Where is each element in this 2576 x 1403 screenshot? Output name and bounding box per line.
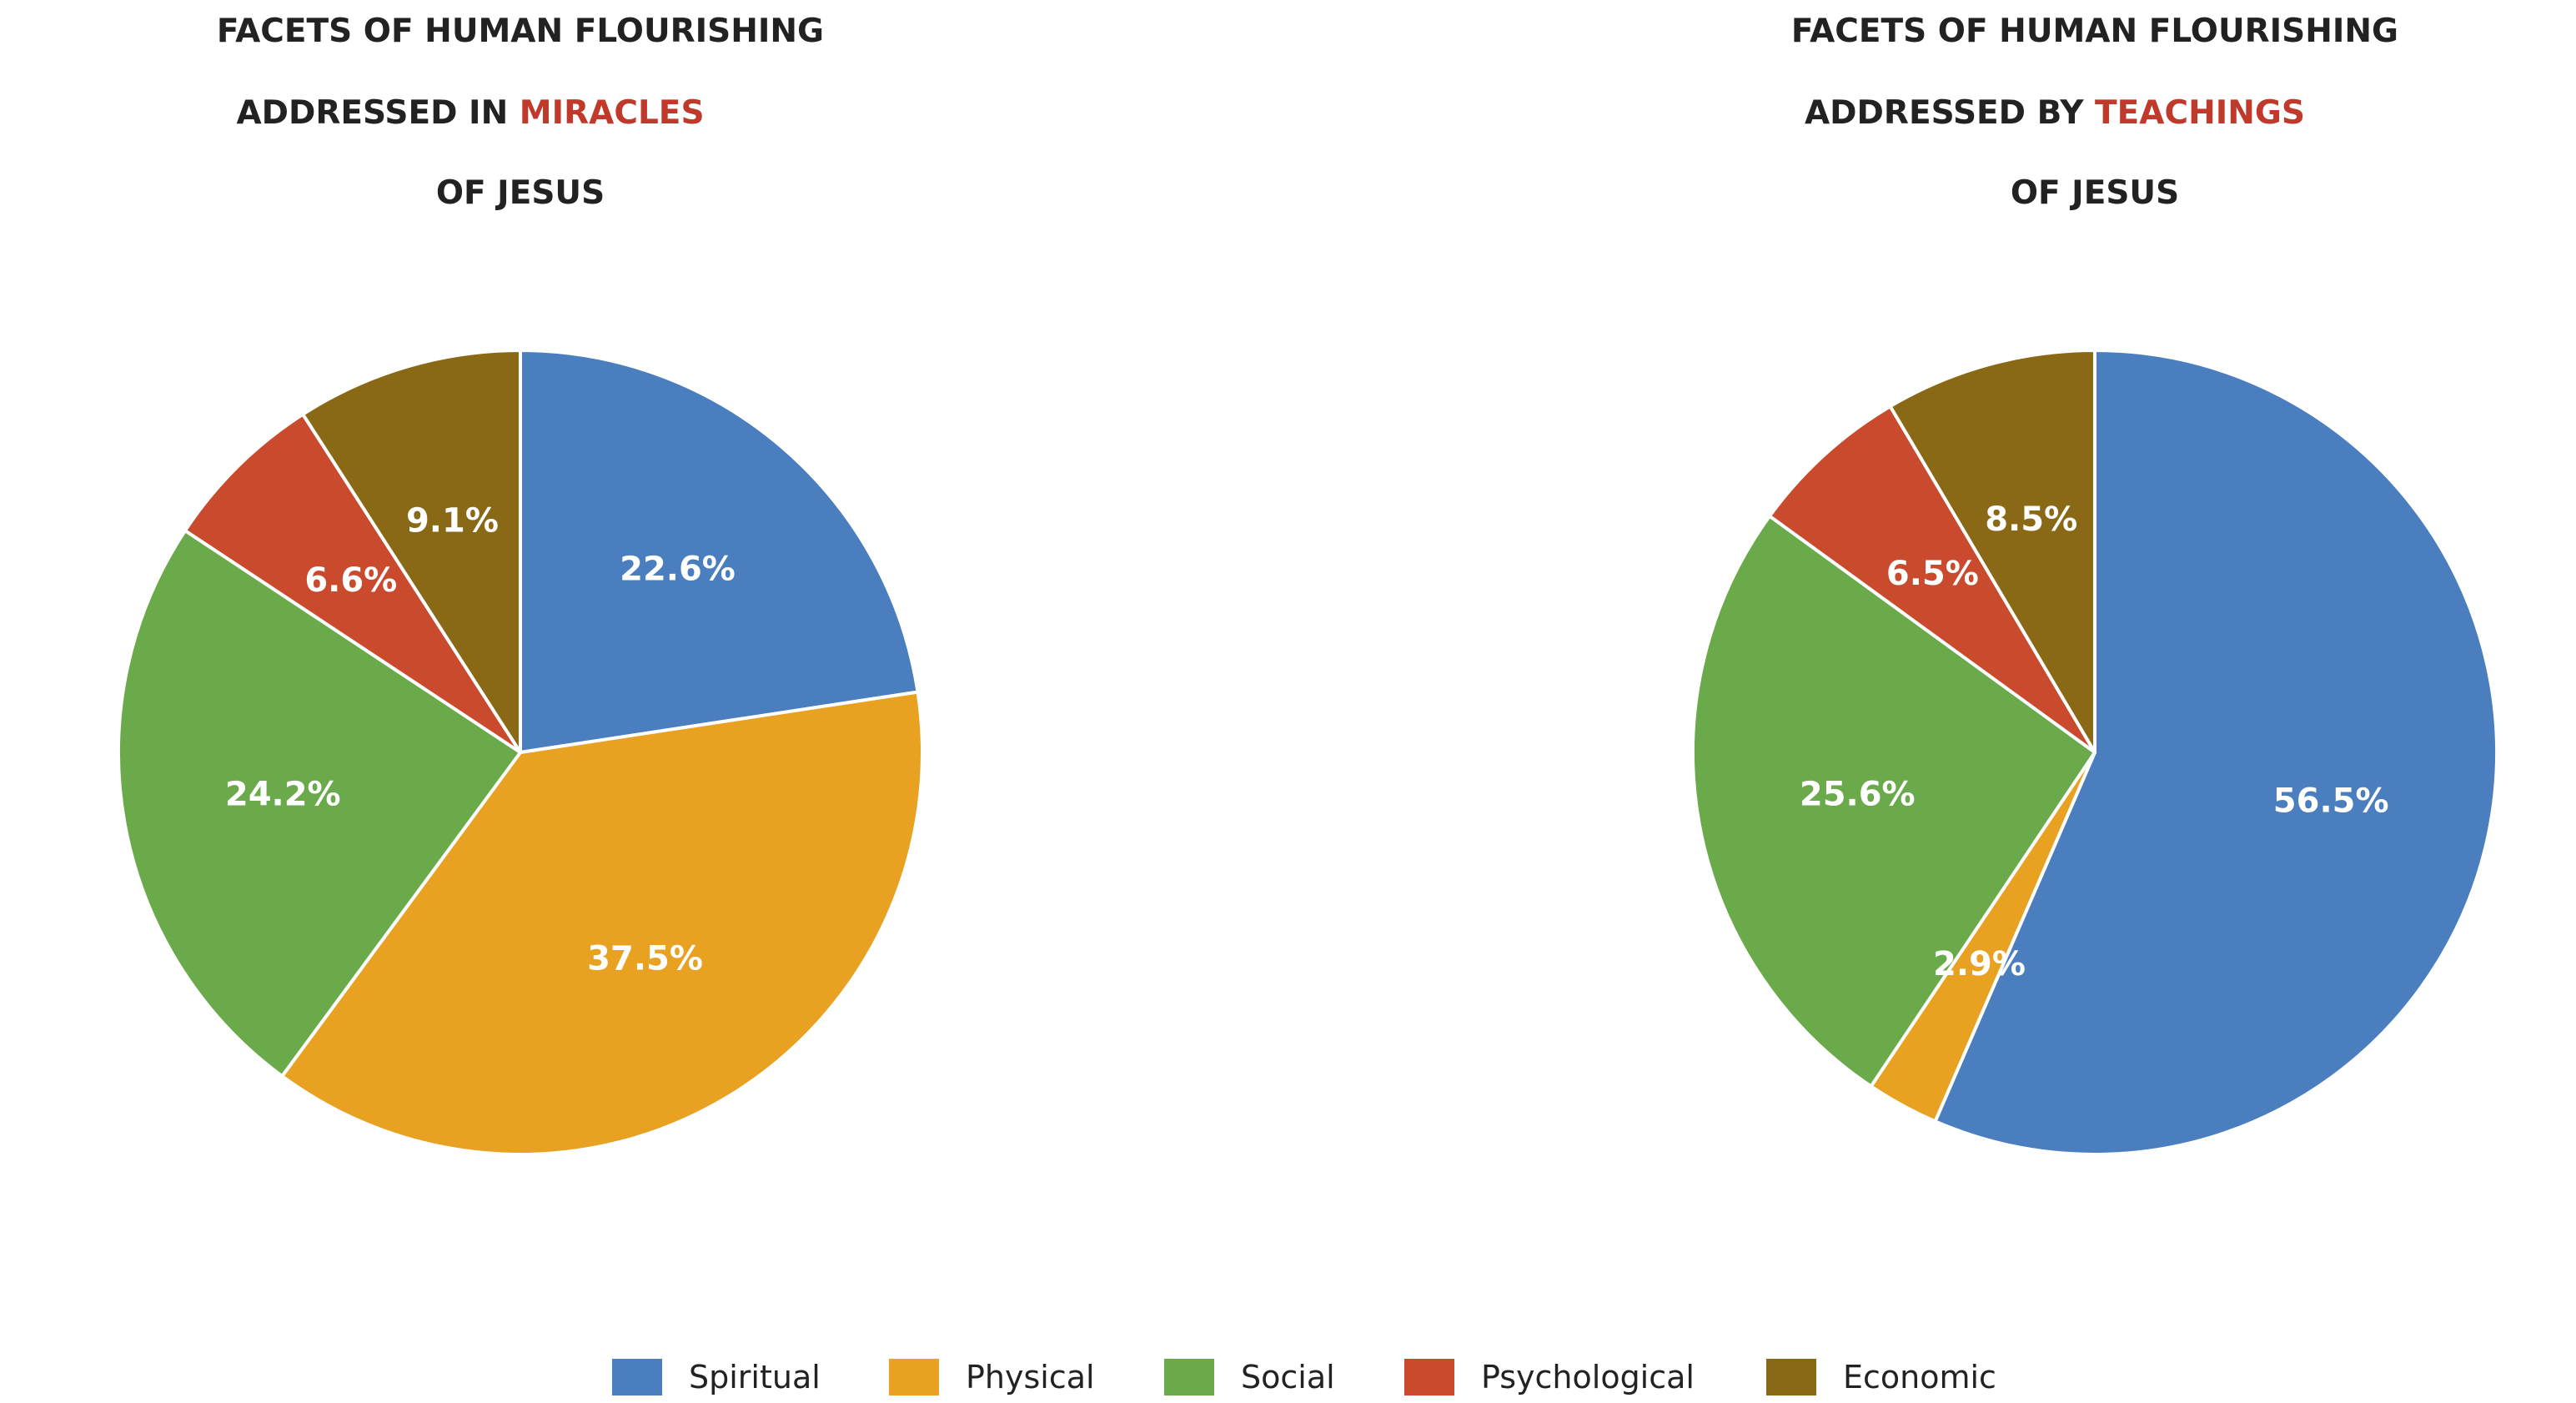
left-pie-label-psychological: 6.6% — [304, 561, 397, 600]
left-chart-title-line2: ADDRESSED IN MIRACLES — [53, 97, 887, 129]
left-pie-slice-spiritual — [519, 349, 920, 754]
right-pie-label-physical: 2.9% — [1933, 945, 2026, 983]
legend-label: Spiritual — [689, 1359, 821, 1395]
left-pie-slice-social — [117, 529, 522, 1079]
left-title-highlight: MIRACLES — [519, 94, 705, 132]
right-pie-label-economic: 8.5% — [1985, 500, 2077, 539]
right-pie-label-social: 25.6% — [1800, 776, 1916, 814]
right-chart-title-line3: OF JESUS — [2010, 174, 2180, 212]
left-pie-label-physical: 37.5% — [587, 940, 703, 978]
left-pie-label-spiritual: 22.6% — [620, 551, 736, 589]
legend-swatch — [1404, 1359, 1454, 1395]
legend-label: Social — [1241, 1359, 1335, 1395]
legend-swatch — [612, 1359, 662, 1395]
legend-swatch — [889, 1359, 939, 1395]
legend-item-social: Social — [1164, 1358, 1335, 1396]
left-chart-title-line1: FACETS OF HUMAN FLOURISHING — [216, 13, 825, 50]
legend-label: Physical — [966, 1359, 1095, 1395]
right-pie-slice-economic — [1888, 349, 2096, 754]
right-pie-slice-psychological — [1768, 405, 2096, 754]
left-pie-label-social: 24.2% — [225, 776, 341, 814]
left-title-prefix: ADDRESSED IN — [236, 94, 520, 132]
right-pie-label-psychological: 6.5% — [1886, 555, 1979, 593]
right-title-prefix: ADDRESSED BY — [1805, 94, 2096, 132]
right-chart-title-line2: ADDRESSED BY TEACHINGS — [1638, 97, 2472, 129]
left-pie-label-economic: 9.1% — [406, 502, 499, 541]
right-pie-label-spiritual: 56.5% — [2273, 782, 2389, 821]
left-chart-title-line3: OF JESUS — [435, 174, 605, 212]
left-pie-slice-psychological — [183, 412, 522, 754]
legend-item-economic: Economic — [1766, 1358, 1996, 1396]
legend-item-physical: Physical — [889, 1358, 1095, 1396]
right-pie-slice-social — [1691, 514, 2096, 1089]
right-chart-title-line1: FACETS OF HUMAN FLOURISHING — [1790, 13, 2399, 50]
legend-label: Economic — [1843, 1359, 1996, 1395]
legend-label: Psychological — [1481, 1359, 1695, 1395]
legend-item-psychological: Psychological — [1404, 1358, 1695, 1396]
legend-swatch — [1164, 1359, 1214, 1395]
legend-swatch — [1766, 1359, 1816, 1395]
legend-item-spiritual: Spiritual — [612, 1358, 821, 1396]
right-title-highlight: TEACHINGS — [2095, 94, 2305, 132]
left-pie-slice-physical — [280, 690, 924, 1157]
right-pie-slice-spiritual — [1933, 349, 2498, 1156]
left-pie-slice-economic — [301, 349, 522, 754]
